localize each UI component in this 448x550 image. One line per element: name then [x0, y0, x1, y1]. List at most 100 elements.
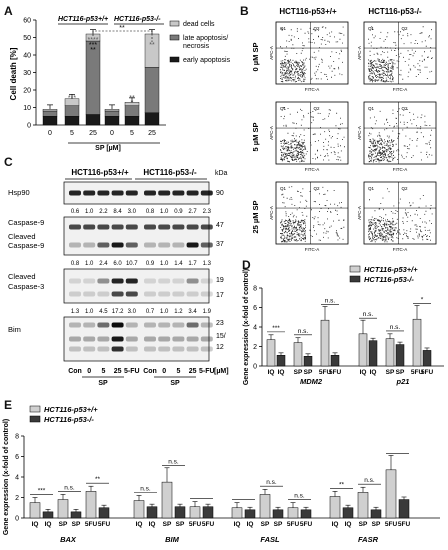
- sp-label: SP: [170, 380, 180, 387]
- blot-band: [186, 190, 199, 196]
- panel-a-bar-early-apoptosis: [64, 116, 80, 126]
- lane-label: 5: [101, 368, 105, 375]
- lane-unit: [µM]: [214, 368, 229, 375]
- gene-bar: [70, 511, 82, 519]
- ytick-label: 6: [15, 454, 19, 461]
- blot-band: [69, 322, 81, 328]
- blot-label: Caspase-9: [8, 241, 44, 250]
- blot-ratio: 0.9: [174, 209, 183, 215]
- flow-yaxis-label: APC-A: [357, 126, 362, 140]
- ytick-label: 6: [253, 305, 257, 312]
- panel-a-bar-early-apoptosis: [85, 114, 101, 126]
- blot-label: Caspase-9: [8, 218, 44, 227]
- blot-ratio: 2.2: [99, 209, 108, 215]
- blot-band: [144, 190, 156, 196]
- gene-bar: [259, 494, 271, 519]
- xtick-label: SP: [261, 521, 270, 528]
- blot-band: [69, 278, 81, 284]
- xtick-label: SP: [274, 521, 283, 528]
- blot-band: [83, 242, 96, 248]
- lane-label: 0: [162, 368, 166, 375]
- sig-a-2: ****: [88, 37, 99, 44]
- gene-bar: [266, 339, 276, 367]
- blot-band: [69, 336, 81, 342]
- gene-bar: [244, 509, 256, 519]
- blot-band: [186, 242, 199, 248]
- legend-early-swatch: [169, 56, 180, 63]
- blot-band: [186, 346, 199, 352]
- gene-label: FASL: [260, 535, 280, 544]
- xtick-label: 5FU: [398, 521, 411, 528]
- xtick-label: 5FU: [329, 369, 342, 376]
- blot-band: [200, 336, 213, 342]
- flow-dots: [368, 188, 433, 243]
- legend-early: early apoptosis: [183, 57, 231, 64]
- blot-band: [83, 336, 96, 342]
- flow-plot: [275, 101, 349, 165]
- blot-band: [125, 291, 138, 297]
- sig-a-7: **: [149, 42, 155, 49]
- flow-plot: [363, 101, 437, 165]
- xtick-label: IQ: [268, 369, 275, 376]
- panel-a-xtick-label: 0: [48, 130, 52, 137]
- flow-yaxis-label: APC-A: [357, 206, 362, 220]
- sig-label: n.s.: [168, 459, 179, 466]
- panel-b-row-label: 0 µM SP: [251, 43, 260, 72]
- blot-ratio: 2.3: [203, 209, 212, 215]
- blot-band: [144, 278, 156, 284]
- blot-band: [200, 190, 213, 196]
- xtick-label: IQ: [360, 369, 367, 376]
- xtick-label: 5FU: [421, 369, 434, 376]
- ytick-label: 8: [15, 434, 19, 441]
- blot-band: [158, 190, 171, 196]
- blot-band: [144, 242, 156, 248]
- flow-yaxis-label: APC-A: [269, 46, 274, 60]
- blot-band: [111, 278, 124, 284]
- gene-bar: [174, 506, 186, 519]
- gene-bar: [385, 469, 397, 519]
- xtick-label: IQ: [247, 521, 254, 528]
- blot-band: [200, 242, 213, 248]
- panel-letter-c: C: [4, 155, 13, 169]
- blot-mw: 90: [216, 190, 224, 197]
- flow-xaxis-label: FITC-A: [393, 167, 408, 172]
- xtick-label: IQ: [278, 369, 285, 376]
- quadrant-label: Q1: [280, 186, 287, 191]
- panel-a-bar-early-apoptosis: [42, 116, 58, 126]
- gene-bar: [395, 344, 405, 367]
- blot-ratio: 1.9: [203, 309, 212, 315]
- legend-label: HCT116-p53-/-: [44, 415, 94, 424]
- blot-ratio: 3.4: [188, 309, 197, 315]
- blot-band: [186, 224, 199, 230]
- legend-label: HCT116-p53+/+: [44, 405, 98, 414]
- panel-a-bar-early-apoptosis: [104, 116, 120, 126]
- lane-label: 5-FU: [124, 368, 140, 375]
- blot-band: [125, 190, 138, 196]
- gene-bar: [330, 355, 340, 367]
- blot-label: Hsp90: [8, 188, 30, 197]
- blot-band: [97, 242, 110, 248]
- sig-a-6: *: [131, 100, 134, 107]
- blot-ratio: 0.9: [146, 261, 155, 267]
- quadrant-label: Q1: [368, 186, 375, 191]
- flow-xaxis-label: FITC-A: [393, 87, 408, 92]
- legend-late-swatch: [169, 34, 180, 41]
- panel-a-bar-late-apoptosis-necrosis: [124, 105, 140, 117]
- gene-bar: [320, 319, 330, 367]
- flow-xaxis-label: FITC-A: [305, 167, 320, 172]
- xtick-label: SP: [359, 521, 368, 528]
- gene-bar: [303, 356, 313, 367]
- sig-label: ***: [272, 325, 280, 332]
- sig-label: n.s.: [363, 311, 374, 318]
- blot-ratio: 2.4: [99, 261, 108, 267]
- panel-b: HCT116-p53+/+ HCT116-p53-/- 0 µM SP Q1 Q2 F…: [250, 0, 448, 260]
- blot-ratio: 4.5: [99, 309, 108, 315]
- sig-label: n.s.: [294, 493, 305, 500]
- blot-band: [83, 224, 96, 230]
- flow-xaxis-label: FITC-A: [305, 247, 320, 252]
- panel-a-bar-late-apoptosis-necrosis: [64, 105, 80, 117]
- quadrant-label: Q2: [314, 186, 321, 191]
- blot-ratio: 0.7: [146, 309, 155, 315]
- sig-label: n.s.: [64, 484, 75, 491]
- gene-bar: [412, 318, 422, 367]
